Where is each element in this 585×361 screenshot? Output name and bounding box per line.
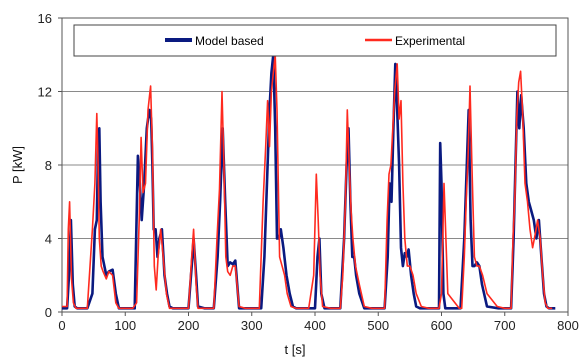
legend-label: Model based — [195, 34, 264, 48]
x-tick-label: 700 — [494, 318, 516, 333]
y-axis-ticks: 0 4 8 12 16 — [38, 11, 62, 320]
x-axis-label: t [s] — [285, 342, 306, 357]
y-tick-label: 12 — [38, 85, 52, 100]
x-tick-label: 100 — [114, 318, 136, 333]
y-tick-label: 16 — [38, 11, 52, 26]
legend-label: Experimental — [395, 34, 465, 48]
legend-box — [73, 24, 557, 57]
x-tick-label: 800 — [557, 318, 579, 333]
series-line-experimental — [62, 53, 553, 310]
y-tick-label: 0 — [45, 305, 52, 320]
x-tick-label: 600 — [431, 318, 453, 333]
legend: Model based Experimental — [73, 24, 557, 57]
y-tick-label: 8 — [45, 158, 52, 173]
x-axis-ticks: 0 100 200 300 400 500 600 700 800 — [58, 312, 579, 333]
x-tick-label: 300 — [241, 318, 263, 333]
x-tick-label: 200 — [178, 318, 200, 333]
x-tick-label: 0 — [58, 318, 65, 333]
y-tick-label: 4 — [45, 232, 52, 247]
series-layer — [62, 53, 556, 310]
y-axis-label: P [kW] — [10, 146, 25, 184]
x-tick-label: 500 — [367, 318, 389, 333]
x-tick-label: 400 — [304, 318, 326, 333]
